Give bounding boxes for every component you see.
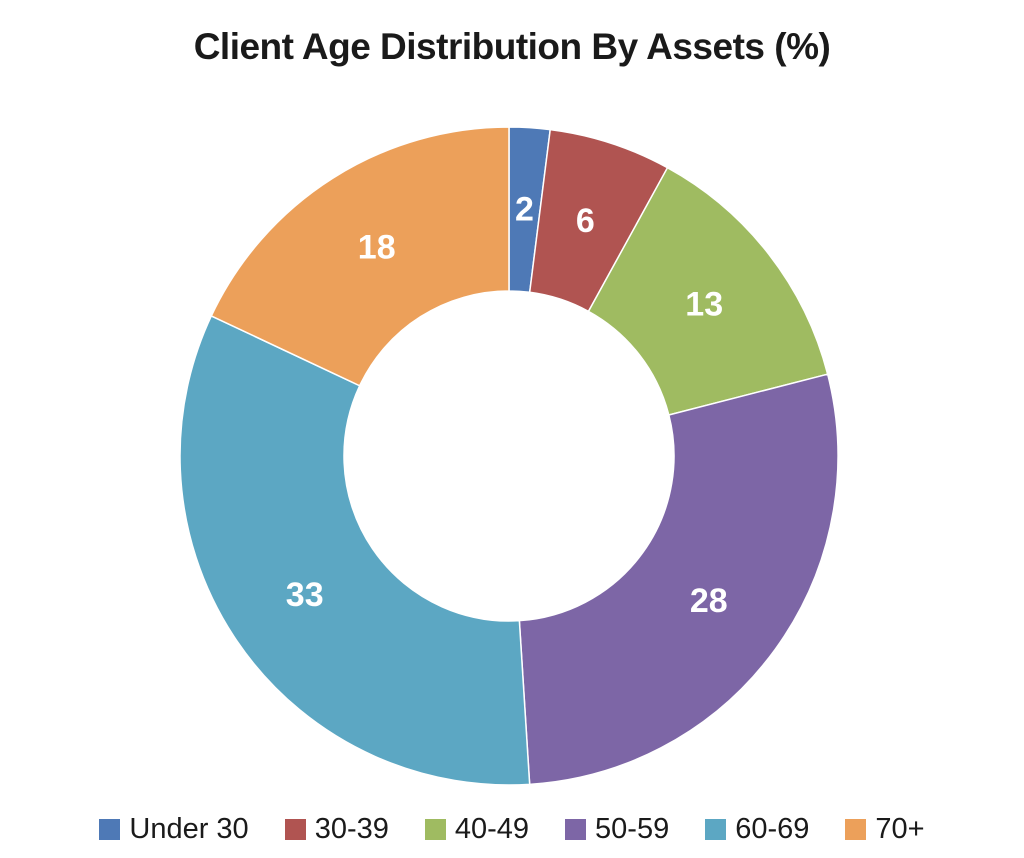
legend-label-40-49: 40-49 — [454, 813, 530, 845]
slice-value-label-50-59: 28 — [690, 582, 728, 620]
chart-legend: Under 30 30-39 40-49 50-59 60-69 70+ — [0, 813, 1024, 846]
slice-value-label-30-39: 6 — [576, 202, 595, 240]
legend-label-50-59: 50-59 — [595, 813, 670, 845]
legend-item-30-39: 30-39 — [284, 813, 389, 846]
donut-slice-40-49 — [587, 166, 829, 416]
legend-item-70: 70+ — [845, 813, 925, 846]
slice-value-label-60-69: 33 — [286, 576, 324, 614]
legend-item-40-49: 40-49 — [424, 813, 530, 846]
legend-swatch-60-69 — [705, 819, 727, 840]
donut-slice-70 — [210, 126, 510, 387]
legend-item-60-69: 60-69 — [705, 813, 809, 846]
chart-title: Client Age Distribution By Assets (%) — [193, 26, 831, 67]
slice-value-label-70: 18 — [358, 229, 396, 267]
legend-label-60-69: 60-69 — [735, 813, 810, 845]
legend-item-under-30: Under 30 — [99, 813, 249, 846]
legend-swatch-30-39 — [284, 819, 306, 840]
legend-label-under-30: Under 30 — [129, 813, 249, 845]
slice-value-label-under-30: 2 — [515, 191, 534, 229]
legend-swatch-50-59 — [565, 819, 587, 840]
legend-label-30-39: 30-39 — [314, 813, 389, 845]
slice-value-label-40-49: 13 — [685, 286, 723, 324]
legend-label-70: 70+ — [875, 813, 925, 845]
legend-swatch-under-30 — [99, 819, 121, 840]
legend-swatch-40-49 — [424, 819, 446, 840]
donut-slice-60-69 — [179, 315, 531, 786]
legend-item-50-59: 50-59 — [565, 813, 669, 846]
donut-slice-50-59 — [518, 373, 839, 786]
legend-swatch-70 — [845, 819, 867, 840]
